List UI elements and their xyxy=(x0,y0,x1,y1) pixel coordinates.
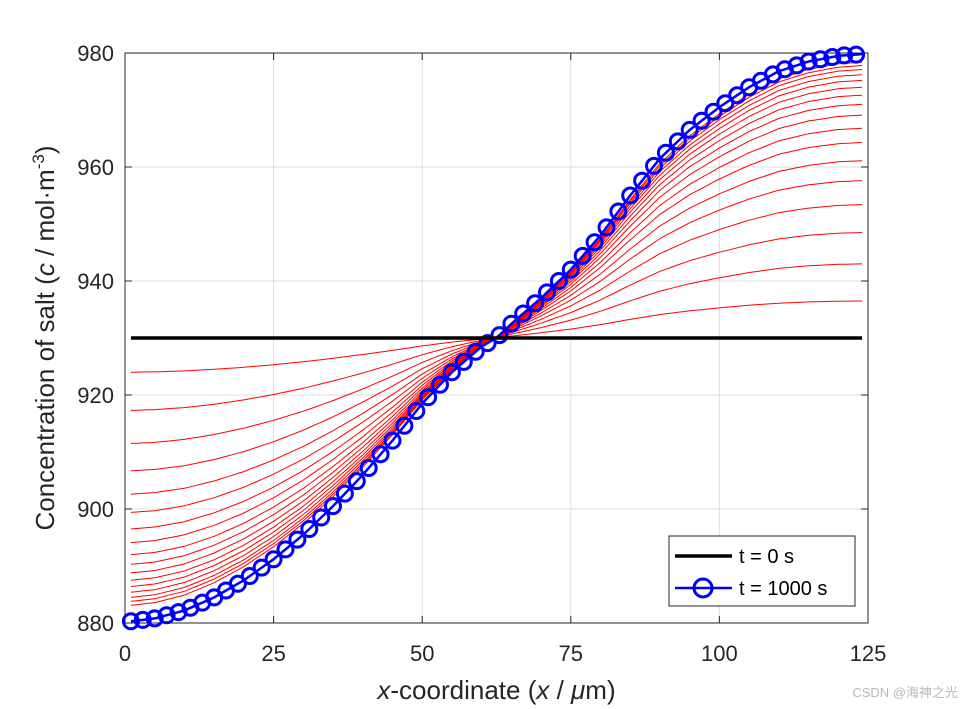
y-tick-label: 940 xyxy=(77,269,114,294)
final-profile-marker xyxy=(466,342,485,361)
final-profile-marker xyxy=(312,508,331,527)
final-profile-marker xyxy=(371,445,390,464)
final-profile-marker xyxy=(145,609,164,628)
x-axis-label-part: / xyxy=(549,675,571,705)
x-axis-label-part: x xyxy=(534,675,550,705)
final-profile-marker xyxy=(300,520,319,538)
final-profile-marker xyxy=(680,120,699,139)
final-profile-marker xyxy=(133,610,152,629)
legend-label: t = 0 s xyxy=(739,546,794,568)
final-profile-marker xyxy=(347,472,366,491)
x-tick-label: 75 xyxy=(559,641,583,666)
y-tick-label: 960 xyxy=(77,155,114,180)
final-profile-marker xyxy=(359,459,378,477)
final-profile-marker xyxy=(668,132,687,151)
final-profile-marker xyxy=(288,530,307,549)
final-profile-marker xyxy=(121,612,140,631)
x-axis-label-part: m) xyxy=(585,675,615,705)
final-profile-marker xyxy=(490,326,509,345)
x-tick-label: 100 xyxy=(701,641,738,666)
final-profile-marker xyxy=(502,314,521,333)
y-axis-label-part: -3 xyxy=(29,154,48,169)
x-axis-label: x-coordinate (x / μm) xyxy=(375,675,615,705)
y-tick-label: 880 xyxy=(77,611,114,636)
final-profile-marker xyxy=(656,143,675,162)
final-profile-marker xyxy=(811,50,830,69)
tick-labels: 0 25 50 75 100 125 880 900 920 940 960 980 xyxy=(77,41,886,666)
final-profile-marker xyxy=(324,497,342,516)
legend-box xyxy=(668,535,856,607)
final-profile-marker xyxy=(728,86,747,105)
x-axis-label-part: x xyxy=(375,675,391,705)
axes-box xyxy=(124,52,869,624)
final-profile-marker xyxy=(692,111,711,130)
final-profile-marker xyxy=(549,272,568,290)
final-profile-marker xyxy=(431,375,449,394)
final-profile-marker xyxy=(597,218,616,237)
final-profile-marker xyxy=(775,60,794,79)
final-profile-marker xyxy=(645,156,663,175)
y-axis-label: Concentration of salt (c / mol·m-3) xyxy=(29,145,60,530)
x-tick-label: 50 xyxy=(410,641,434,666)
y-axis-label-part: Concentration of salt ( xyxy=(30,276,60,531)
legend: t = 0 s t = 1000 s xyxy=(668,535,856,607)
y-axis-label-part: c xyxy=(30,263,60,276)
final-profile-marker xyxy=(573,246,592,265)
y-axis-label-part: / mol·m xyxy=(30,169,60,263)
final-profile-marker xyxy=(407,402,426,420)
watermark: CSDN @海神之光 xyxy=(852,685,958,700)
final-profile-marker xyxy=(538,283,556,302)
y-tick-label: 900 xyxy=(77,497,114,522)
final-profile-marker xyxy=(395,416,414,435)
final-profile-marker xyxy=(704,102,723,121)
final-profile-marker xyxy=(609,202,628,221)
x-axis-label-part: -coordinate ( xyxy=(390,675,536,705)
final-profile-marker xyxy=(240,567,259,585)
axis-labels: x-coordinate (x / μm) Concentration of sa… xyxy=(29,145,616,705)
final-profile-marker xyxy=(526,294,545,313)
legend-label: t = 1000 s xyxy=(739,578,827,600)
x-tick-label: 0 xyxy=(119,641,131,666)
x-tick-label: 125 xyxy=(850,641,887,666)
x-tick-label: 25 xyxy=(261,641,285,666)
x-axis-label-part: μ xyxy=(570,675,585,705)
final-profile-marker xyxy=(419,388,438,407)
final-profile-marker xyxy=(264,550,283,569)
final-profile-marker xyxy=(787,56,806,75)
final-profile-marker xyxy=(514,304,533,323)
final-profile-marker xyxy=(478,334,497,353)
final-profile-marker xyxy=(442,363,461,382)
final-profile-marker xyxy=(716,94,735,113)
y-tick-label: 920 xyxy=(77,383,114,408)
final-profile-series xyxy=(121,45,866,631)
final-profile-marker xyxy=(585,233,604,252)
final-profile-marker xyxy=(799,52,818,71)
final-profile-marker xyxy=(383,431,402,450)
legend-marker xyxy=(692,577,714,599)
final-profile-marker xyxy=(561,260,580,279)
final-profile-marker xyxy=(157,606,176,625)
final-profile-marker xyxy=(335,484,354,503)
final-profile-marker xyxy=(835,46,854,65)
y-axis-label-part: ) xyxy=(30,145,60,154)
final-profile-marker xyxy=(276,540,295,559)
axes-frame xyxy=(124,52,869,624)
y-tick-label: 980 xyxy=(77,41,114,66)
final-profile-marker xyxy=(454,352,473,371)
final-profile-marker xyxy=(633,171,652,190)
final-profile-marker xyxy=(252,558,271,577)
final-profile-marker xyxy=(823,48,842,66)
final-profile-marker xyxy=(621,186,640,205)
final-profile-marker xyxy=(847,45,866,64)
